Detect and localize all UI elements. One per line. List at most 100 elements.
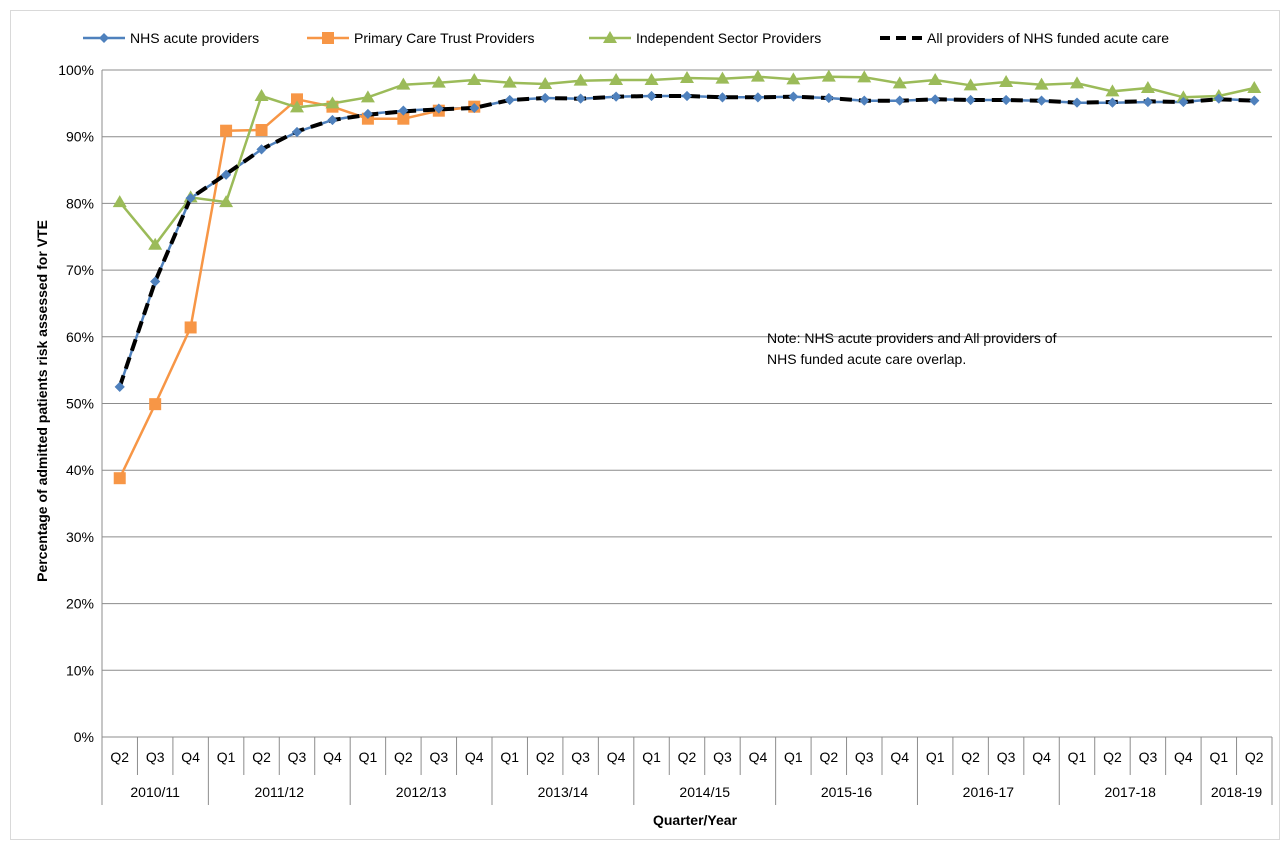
data-point <box>255 124 268 137</box>
data-point <box>1247 81 1262 94</box>
data-point <box>752 92 763 103</box>
y-tick-label: 30% <box>66 529 94 545</box>
year-label: 2018-19 <box>1211 784 1263 800</box>
data-point <box>114 381 125 392</box>
series-independent-sector-providers <box>112 69 1262 250</box>
legend: NHS acute providers Primary Care Trust Pr… <box>83 30 1169 46</box>
data-point <box>538 77 553 90</box>
x-tick-label: Q1 <box>642 749 661 765</box>
data-point <box>398 105 409 116</box>
x-tick-label: Q2 <box>252 749 271 765</box>
year-label: 2015-16 <box>821 784 873 800</box>
data-point <box>362 109 373 120</box>
data-point <box>292 127 302 138</box>
legend-item: NHS acute providers <box>83 30 259 46</box>
data-point <box>148 237 163 250</box>
data-point <box>1105 84 1120 97</box>
data-point <box>717 92 728 103</box>
y-tick-label: 0% <box>74 729 94 745</box>
data-point <box>682 91 692 102</box>
data-point <box>892 76 907 89</box>
year-label: 2013/14 <box>538 784 589 800</box>
x-tick-label: Q1 <box>1068 749 1087 765</box>
x-tick-label: Q4 <box>323 749 342 765</box>
data-point <box>185 193 196 204</box>
data-point <box>396 77 411 90</box>
legend-item: Independent Sector Providers <box>589 30 821 46</box>
x-tick-label: Q1 <box>1209 749 1228 765</box>
y-tick-label: 10% <box>66 662 94 678</box>
legend-item: All providers of NHS funded acute care <box>880 30 1169 46</box>
data-point <box>999 75 1014 88</box>
x-tick-label: Q1 <box>217 749 236 765</box>
y-axis-title: Percentage of admitted patients risk ass… <box>34 220 50 582</box>
x-tick-label: Q3 <box>146 749 165 765</box>
x-tick-label: Q4 <box>1032 749 1051 765</box>
data-point <box>1001 95 1012 106</box>
x-tick-label: Q4 <box>1174 749 1193 765</box>
data-point <box>150 276 161 287</box>
data-point <box>859 95 870 106</box>
x-tick-label: Q4 <box>465 749 484 765</box>
data-point <box>256 144 267 155</box>
x-tick-label: Q3 <box>429 749 448 765</box>
x-axis-ticks: Q2 Q3 Q4 Q1 Q2 Q3 Q4 Q1 Q2 Q3 Q4 Q1 Q2 Q3 Q4 Q1 Q2 Q3 Q4 Q1… <box>110 749 1263 800</box>
data-point <box>575 93 586 104</box>
data-point <box>431 75 446 88</box>
y-tick-label: 50% <box>66 396 94 412</box>
data-point <box>928 73 943 86</box>
data-point <box>219 195 234 208</box>
data-point <box>327 115 338 126</box>
data-point <box>502 75 517 88</box>
data-point <box>1034 77 1049 90</box>
year-label: 2014/15 <box>679 784 730 800</box>
data-point <box>963 78 978 91</box>
data-point <box>1249 95 1260 106</box>
data-point <box>680 71 694 84</box>
data-point <box>467 73 482 86</box>
x-tick-label: Q1 <box>359 749 378 765</box>
x-tick-label: Q2 <box>1103 749 1122 765</box>
data-point <box>291 93 303 106</box>
x-tick-label: Q2 <box>961 749 980 765</box>
legend-marker <box>322 32 334 44</box>
x-tick-label: Q2 <box>819 749 838 765</box>
series-line <box>117 94 1255 388</box>
data-point <box>609 73 624 86</box>
data-point <box>1178 97 1189 108</box>
annotation-line-1: Note: NHS acute providers and All provid… <box>767 330 1057 346</box>
data-point <box>433 103 444 114</box>
data-point <box>750 69 765 82</box>
legend-marker <box>603 31 617 43</box>
x-tick-label: Q2 <box>394 749 413 765</box>
x-tick-label: Q3 <box>713 749 732 765</box>
x-tick-label: Q3 <box>855 749 874 765</box>
x-tick-label: Q1 <box>926 749 945 765</box>
x-axis-title: Quarter/Year <box>653 812 738 828</box>
year-label: 2017-18 <box>1104 784 1156 800</box>
data-point <box>823 93 834 104</box>
data-point <box>397 112 410 125</box>
legend-label: All providers of NHS funded acute care <box>927 30 1169 46</box>
data-point <box>894 95 905 106</box>
x-tick-label: Q4 <box>890 749 909 765</box>
gridlines <box>102 69 1272 671</box>
data-point <box>469 103 480 114</box>
data-point <box>149 398 162 411</box>
legend-label: NHS acute providers <box>130 30 259 46</box>
data-point <box>1107 97 1118 108</box>
data-point <box>290 100 304 113</box>
data-point <box>857 70 872 83</box>
x-tick-label: Q2 <box>1245 749 1264 765</box>
x-tick-label: Q1 <box>784 749 803 765</box>
x-tick-label: Q1 <box>500 749 519 765</box>
data-point <box>221 169 232 180</box>
data-point <box>1176 90 1191 103</box>
x-tick-label: Q3 <box>288 749 307 765</box>
year-label: 2010/11 <box>130 784 180 800</box>
legend-label: Primary Care Trust Providers <box>354 30 534 46</box>
data-point <box>113 472 126 485</box>
legend-label: Independent Sector Providers <box>636 30 821 46</box>
data-point <box>220 124 233 137</box>
